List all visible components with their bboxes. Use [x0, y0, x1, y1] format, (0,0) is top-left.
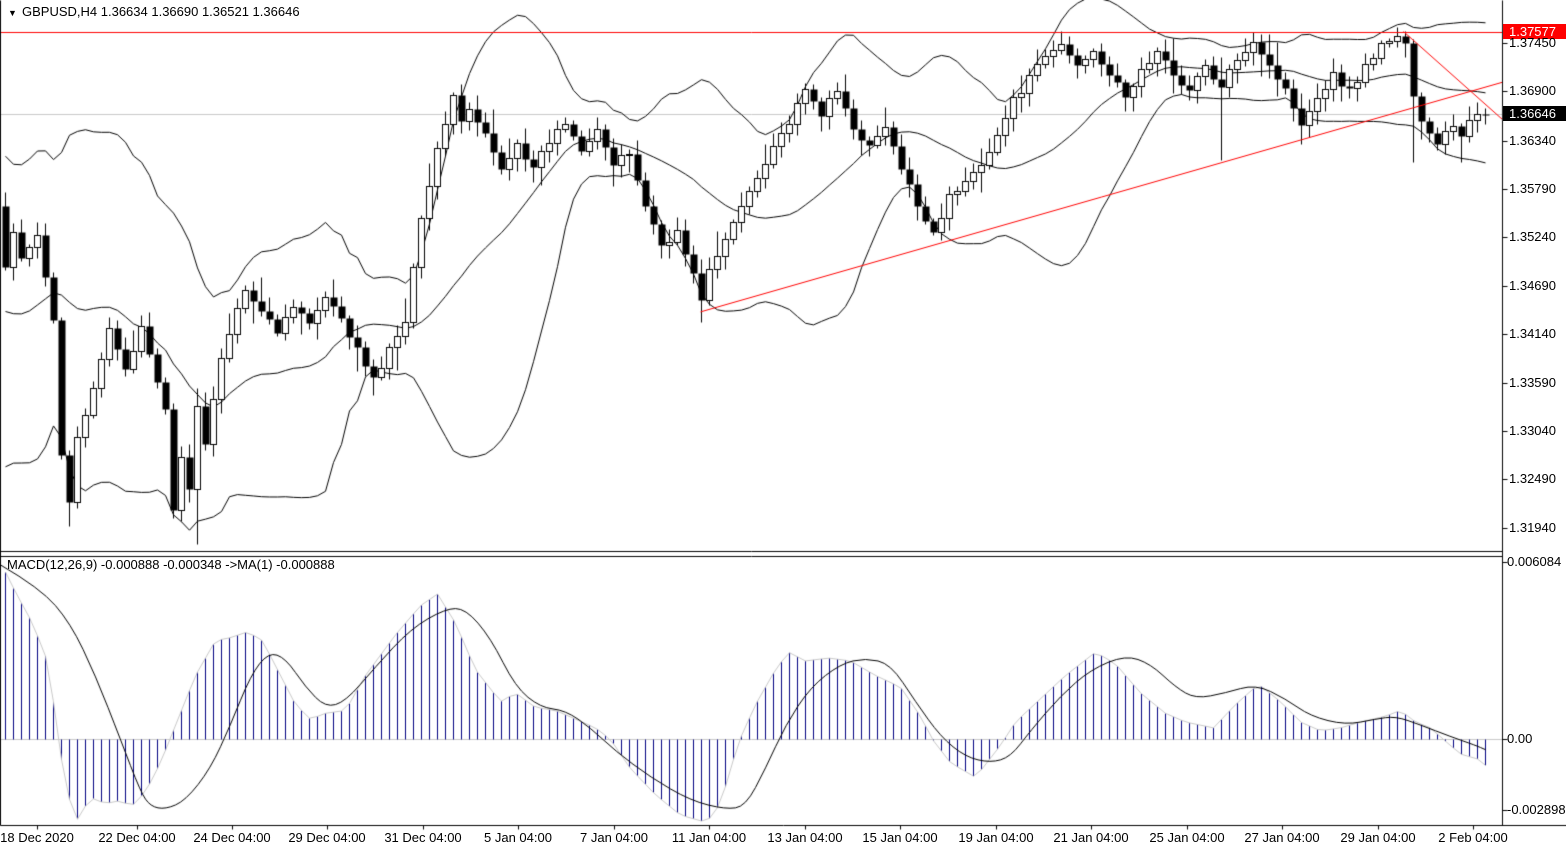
- time-tick-label: 22 Dec 04:00: [98, 830, 176, 845]
- symbol-ohlc-title: GBPUSD,H4 1.36634 1.36690 1.36521 1.3664…: [22, 4, 300, 19]
- price-tick-label: 1.36340: [1509, 133, 1556, 148]
- price-tick-label: 1.31940: [1509, 520, 1556, 535]
- price-tick-label: 1.37450: [1509, 35, 1556, 50]
- time-tick-label: 7 Jan 04:00: [580, 830, 648, 845]
- time-tick-label: 13 Jan 04:00: [767, 830, 843, 845]
- time-tick-label: 15 Jan 04:00: [862, 830, 938, 845]
- time-tick-label: 29 Jan 04:00: [1340, 830, 1416, 845]
- current-price-badge[interactable]: 1.36646: [1503, 106, 1566, 121]
- symbol-dropdown-icon[interactable]: ▼: [8, 8, 17, 18]
- time-tick-label: 24 Dec 04:00: [193, 830, 271, 845]
- price-tick-label: 1.33040: [1509, 423, 1556, 438]
- time-tick-label: 31 Dec 04:00: [384, 830, 462, 845]
- time-tick-label: 5 Jan 04:00: [484, 830, 552, 845]
- price-tick-label: 1.34690: [1509, 278, 1556, 293]
- price-tick-label: 1.33590: [1509, 375, 1556, 390]
- time-tick-label: 11 Jan 04:00: [671, 830, 747, 845]
- macd-indicator-label: MACD(12,26,9) -0.000888 -0.000348 ->MA(1…: [7, 557, 335, 572]
- time-tick-label: 18 Dec 2020: [0, 830, 74, 845]
- macd-tick-label: 0.00: [1507, 731, 1533, 746]
- time-tick-label: 27 Jan 04:00: [1244, 830, 1320, 845]
- price-tick-label: 1.35790: [1509, 181, 1556, 196]
- price-tick-label: 1.35240: [1509, 229, 1556, 244]
- time-tick-label: 21 Jan 04:00: [1053, 830, 1129, 845]
- resistance-price-badge[interactable]: 1.37577: [1503, 24, 1566, 39]
- price-tick-label: 1.32490: [1509, 471, 1556, 486]
- price-tick-label: 1.34140: [1509, 326, 1556, 341]
- time-tick-label: 25 Jan 04:00: [1149, 830, 1225, 845]
- macd-tick-label: -0.002898: [1507, 802, 1566, 817]
- time-tick-label: 19 Jan 04:00: [958, 830, 1034, 845]
- macd-tick-label: 0.006084: [1507, 554, 1562, 569]
- time-tick-label: 2 Feb 04:00: [1438, 830, 1508, 845]
- price-tick-label: 1.36900: [1509, 83, 1556, 98]
- time-tick-label: 29 Dec 04:00: [288, 830, 366, 845]
